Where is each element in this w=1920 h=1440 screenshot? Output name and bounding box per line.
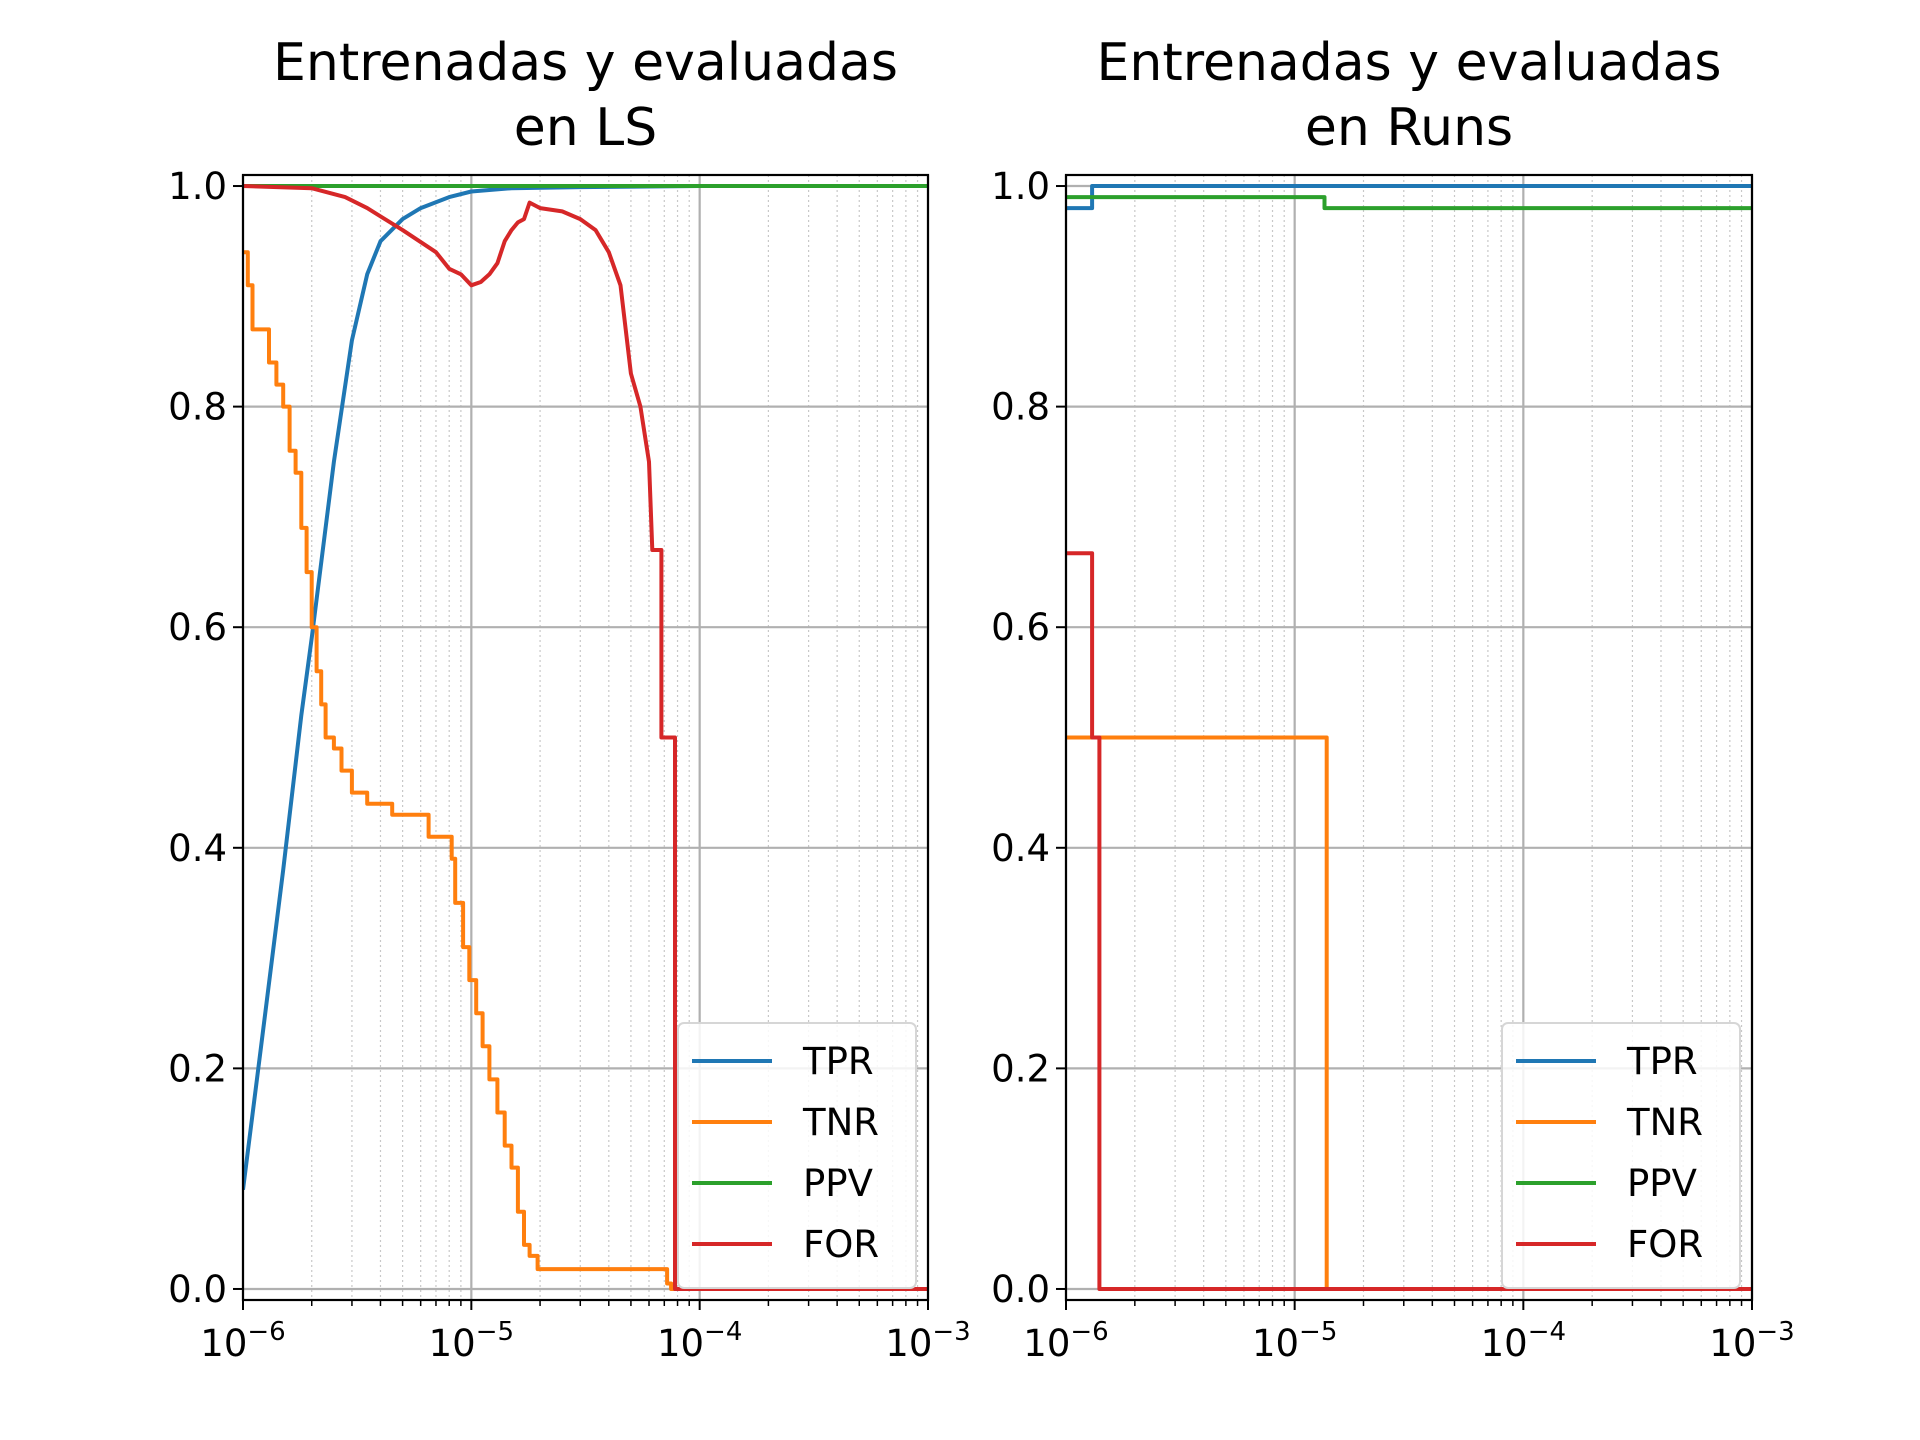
y-tick-label: 0.2: [168, 1047, 227, 1090]
legend-label-tnr: TNR: [802, 1101, 879, 1144]
y-tick-label: 0.0: [991, 1268, 1050, 1311]
chart-title-line: Entrenadas y evaluadas: [1097, 33, 1722, 93]
chart-panel-1: 0.0 0.2 0.4 0.6 0.8 1.0 10−6 10−5 10−4 10−3 Entren…: [168, 33, 971, 1365]
legend-label-for: FOR: [803, 1223, 879, 1266]
plot-area: [243, 184, 928, 1291]
chart-panel-2: 0.0 0.2 0.4 0.6 0.8 1.0 10−6 10−5 10−4 10−3 Entren…: [991, 33, 1795, 1365]
chart-title-line: en LS: [514, 98, 657, 158]
x-tick-label: 10−3: [1709, 1317, 1794, 1365]
legend: TPR TNR PPV FOR: [1501, 1022, 1741, 1289]
x-tick-label: 10−5: [1252, 1317, 1337, 1365]
y-tick-label: 0.4: [168, 827, 227, 870]
x-tick-label: 10−3: [885, 1317, 970, 1365]
legend: TPR TNR PPV FOR: [677, 1022, 917, 1289]
y-tick-label: 0.6: [991, 606, 1050, 649]
y-tick-label: 0.0: [168, 1268, 227, 1311]
legend-label-tnr: TNR: [1626, 1101, 1703, 1144]
series-line-tnr: [243, 250, 928, 1291]
series-line-ppv: [1066, 195, 1752, 211]
y-tick-label: 0.6: [168, 606, 227, 649]
x-tick-label: 10−5: [429, 1317, 514, 1365]
x-tick-label: 10−4: [1481, 1317, 1566, 1365]
legend-box: [1501, 1022, 1741, 1289]
series-line-for: [1066, 551, 1752, 1291]
legend-label-ppv: PPV: [803, 1162, 873, 1205]
y-tick-label: 0.4: [991, 827, 1050, 870]
y-tick-label: 0.8: [168, 386, 227, 429]
chart-title-line: en Runs: [1305, 98, 1513, 158]
y-tick-label: 0.8: [991, 386, 1050, 429]
legend-label-tpr: TPR: [1626, 1040, 1698, 1083]
x-tick-label: 10−6: [1023, 1317, 1108, 1365]
series-line-for: [243, 184, 928, 1291]
y-tick-label: 0.2: [991, 1047, 1050, 1090]
legend-box: [677, 1022, 917, 1289]
axes-frame: [1064, 173, 1754, 1302]
legend-label-for: FOR: [1627, 1223, 1703, 1266]
legend-label-ppv: PPV: [1627, 1162, 1697, 1205]
y-tick-label: 1.0: [168, 165, 227, 208]
chart-title-line: Entrenadas y evaluadas: [273, 33, 898, 93]
x-tick-label: 10−4: [657, 1317, 742, 1365]
legend-label-tpr: TPR: [802, 1040, 874, 1083]
x-tick-label: 10−6: [200, 1317, 285, 1365]
y-tick-label: 1.0: [991, 165, 1050, 208]
axes-frame: [241, 173, 930, 1302]
